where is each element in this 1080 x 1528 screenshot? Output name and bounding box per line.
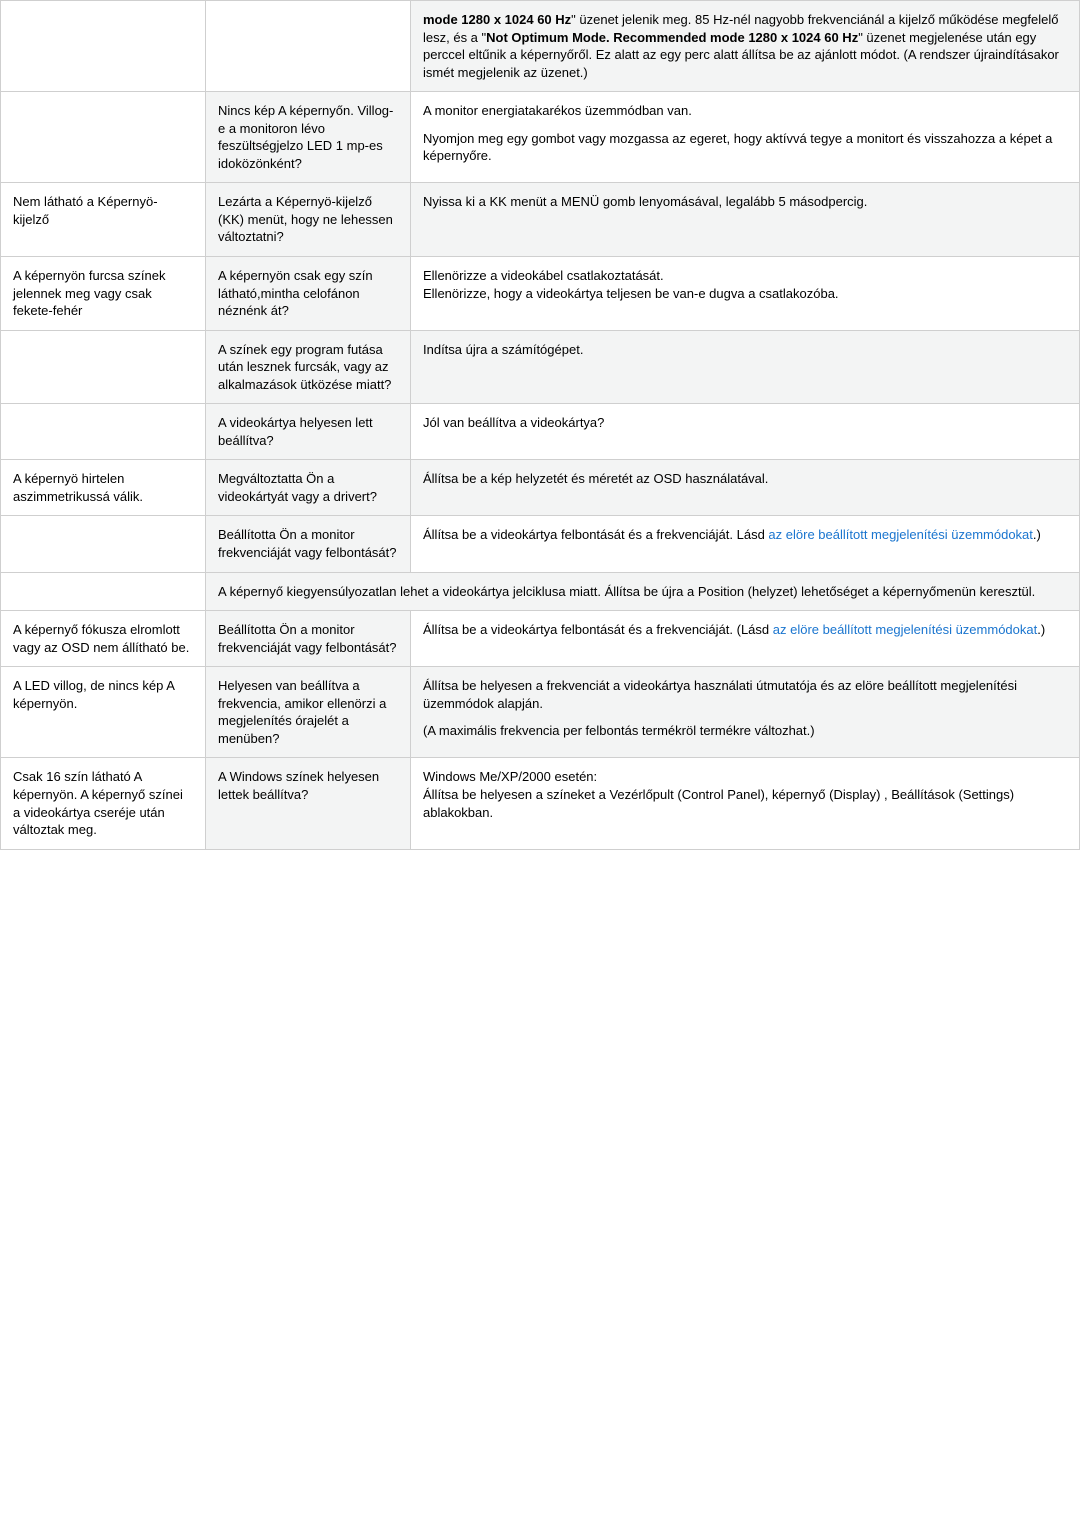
symptom-cell: A LED villog, de nincs kép A képernyön. bbox=[1, 667, 206, 758]
table-row: A színek egy program futása után lesznek… bbox=[1, 330, 1080, 404]
cell-paragraph: (A maximális frekvencia per felbontás te… bbox=[423, 722, 1067, 740]
symptom-cell: Csak 16 szín látható A képernyön. A képe… bbox=[1, 758, 206, 849]
symptom-cell bbox=[1, 92, 206, 183]
question-cell: Helyesen van beállítva a frekvencia, ami… bbox=[206, 667, 411, 758]
question-cell: A videokártya helyesen lett beállítva? bbox=[206, 404, 411, 460]
cell-paragraph: Nyomjon meg egy gombot vagy mozgassa az … bbox=[423, 130, 1067, 165]
emphasis-text: Not Optimum Mode. Recommended mode 1280 … bbox=[486, 30, 858, 45]
solution-cell: Windows Me/XP/2000 esetén:Állítsa be hel… bbox=[411, 758, 1080, 849]
doc-link[interactable]: az elöre beállított megjelenítési üzemmó… bbox=[768, 527, 1032, 542]
solution-cell: Állítsa be a videokártya felbontását és … bbox=[411, 516, 1080, 572]
table-row: A képernyön furcsa színek jelennek meg v… bbox=[1, 257, 1080, 331]
cell-paragraph: Indítsa újra a számítógépet. bbox=[423, 341, 1067, 359]
troubleshoot-table: mode 1280 x 1024 60 Hz" üzenet jelenik m… bbox=[0, 0, 1080, 850]
solution-cell: mode 1280 x 1024 60 Hz" üzenet jelenik m… bbox=[411, 1, 1080, 92]
cell-paragraph: Jól van beállítva a videokártya? bbox=[423, 414, 1067, 432]
solution-cell: Állítsa be helyesen a frekvenciát a vide… bbox=[411, 667, 1080, 758]
cell-paragraph: Ellenörizze a videokábel csatlakoztatásá… bbox=[423, 267, 1067, 302]
symptom-cell bbox=[1, 1, 206, 92]
solution-cell: Ellenörizze a videokábel csatlakoztatásá… bbox=[411, 257, 1080, 331]
solution-cell: Nyissa ki a KK menüt a MENÜ gomb lenyomá… bbox=[411, 183, 1080, 257]
question-cell: Nincs kép A képernyőn. Villog-e a monito… bbox=[206, 92, 411, 183]
solution-cell: Jól van beállítva a videokártya? bbox=[411, 404, 1080, 460]
question-cell: A színek egy program futása után lesznek… bbox=[206, 330, 411, 404]
table-row: Nincs kép A képernyőn. Villog-e a monito… bbox=[1, 92, 1080, 183]
question-cell: Beállította Ön a monitor frekvenciáját v… bbox=[206, 516, 411, 572]
symptom-cell bbox=[1, 572, 206, 611]
cell-paragraph: Állítsa be helyesen a frekvenciát a vide… bbox=[423, 677, 1067, 712]
solution-cell: Állítsa be a videokártya felbontását és … bbox=[411, 611, 1080, 667]
table-row: A videokártya helyesen lett beállítva? Jó… bbox=[1, 404, 1080, 460]
symptom-cell bbox=[1, 516, 206, 572]
solution-cell: Indítsa újra a számítógépet. bbox=[411, 330, 1080, 404]
cell-paragraph: A monitor energiatakarékos üzemmódban va… bbox=[423, 102, 1067, 120]
table-row: mode 1280 x 1024 60 Hz" üzenet jelenik m… bbox=[1, 1, 1080, 92]
symptom-cell: A képernyő fókusza elromlott vagy az OSD… bbox=[1, 611, 206, 667]
question-cell: A képernyön csak egy szín látható,mintha… bbox=[206, 257, 411, 331]
table-row: Nem látható a Képernyö-kijelzőLezárta a … bbox=[1, 183, 1080, 257]
cell-paragraph: Állítsa be a kép helyzetét és méretét az… bbox=[423, 470, 1067, 488]
table-row: A képernyő fókusza elromlott vagy az OSD… bbox=[1, 611, 1080, 667]
table-row: Csak 16 szín látható A képernyön. A képe… bbox=[1, 758, 1080, 849]
cell-paragraph: Windows Me/XP/2000 esetén:Állítsa be hel… bbox=[423, 768, 1067, 821]
doc-link[interactable]: az elöre beállított megjelenítési üzemmó… bbox=[773, 622, 1037, 637]
symptom-cell bbox=[1, 404, 206, 460]
question-cell: Megváltoztatta Ön a videokártyát vagy a … bbox=[206, 460, 411, 516]
table-row: Beállította Ön a monitor frekvenciáját v… bbox=[1, 516, 1080, 572]
symptom-cell bbox=[1, 330, 206, 404]
table-row: A LED villog, de nincs kép A képernyön.H… bbox=[1, 667, 1080, 758]
question-cell: A Windows színek helyesen lettek beállít… bbox=[206, 758, 411, 849]
question-cell: Beállította Ön a monitor frekvenciáját v… bbox=[206, 611, 411, 667]
table-row: A képernyö hirtelen aszimmetrikussá váli… bbox=[1, 460, 1080, 516]
symptom-cell: A képernyö hirtelen aszimmetrikussá váli… bbox=[1, 460, 206, 516]
emphasis-text: mode 1280 x 1024 60 Hz bbox=[423, 12, 571, 27]
symptom-cell: Nem látható a Képernyö-kijelző bbox=[1, 183, 206, 257]
solution-cell: A képernyő kiegyensúlyozatlan lehet a vi… bbox=[206, 572, 1080, 611]
table-row: A képernyő kiegyensúlyozatlan lehet a vi… bbox=[1, 572, 1080, 611]
symptom-cell: A képernyön furcsa színek jelennek meg v… bbox=[1, 257, 206, 331]
cell-paragraph: A képernyő kiegyensúlyozatlan lehet a vi… bbox=[218, 583, 1067, 601]
cell-paragraph: Nyissa ki a KK menüt a MENÜ gomb lenyomá… bbox=[423, 193, 1067, 211]
question-cell: Lezárta a Képernyö-kijelző (KK) menüt, h… bbox=[206, 183, 411, 257]
solution-cell: A monitor energiatakarékos üzemmódban va… bbox=[411, 92, 1080, 183]
question-cell bbox=[206, 1, 411, 92]
solution-cell: Állítsa be a kép helyzetét és méretét az… bbox=[411, 460, 1080, 516]
